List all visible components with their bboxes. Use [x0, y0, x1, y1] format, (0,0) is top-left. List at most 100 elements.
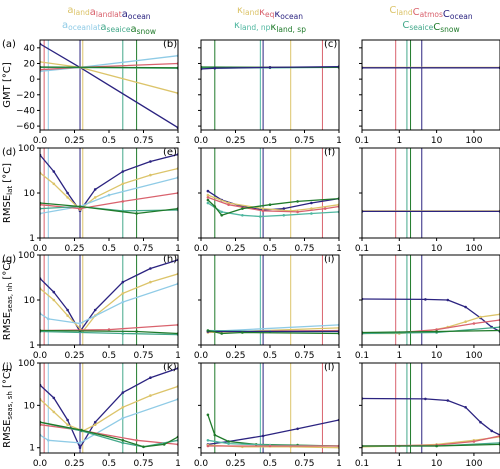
y-axis-label-main: GMT [°C]: [2, 62, 13, 108]
series-point: [435, 330, 438, 333]
series-line: [40, 192, 178, 210]
legend-row: CseaiceCsnow: [402, 20, 459, 34]
x-tick-label: 0.1: [355, 351, 369, 361]
y-axis-label-unit: [°C]: [2, 260, 13, 283]
chart-panel: (g) 0.0 0.25 0.5 0.75 1 1 10 100 RMSEseas, nh [°C…: [2, 251, 181, 361]
panel-label: (l): [324, 362, 335, 373]
series-point: [93, 196, 97, 199]
series-point: [268, 203, 272, 206]
series-line: [207, 196, 339, 213]
chart-panel: (h) 0.0 0.25 0.5 0.75 1: [163, 254, 342, 361]
legend-subscript: landlat: [96, 10, 122, 19]
x-tick-label: 0.1: [355, 136, 369, 146]
series-point: [47, 317, 50, 321]
y-axis-label: GMT [°C]: [2, 62, 13, 108]
series-point: [206, 193, 210, 197]
x-tick-label: 0.0: [33, 459, 48, 469]
chart-panel: (k)0.00.250.50.751κ [W °C⁻¹]: [163, 362, 342, 469]
x-tick-label: 0.25: [64, 136, 84, 146]
series-point: [121, 332, 125, 335]
legend-symbol: a: [62, 20, 68, 31]
series-point: [282, 207, 286, 210]
series-point: [310, 201, 313, 205]
series-point: [121, 182, 125, 186]
y-tick-label: 1: [29, 234, 35, 244]
x-tick-label: 10: [431, 136, 443, 146]
panel-label: (i): [324, 254, 335, 265]
series-point: [213, 205, 217, 208]
series-group: [40, 153, 178, 215]
legend-subscript: land: [396, 8, 412, 17]
series-point: [261, 207, 265, 210]
panel-frame: [200, 147, 340, 239]
panel-label: (a): [2, 39, 16, 50]
x-tick-label: 1: [396, 244, 402, 254]
series-point: [52, 410, 56, 414]
panel-label: (b): [163, 39, 177, 50]
series-point: [206, 444, 210, 448]
x-tick-label: 0.75: [294, 136, 314, 146]
legend-subscript: seaice: [409, 23, 433, 32]
x-tick-label: 0.25: [225, 459, 245, 469]
x-tick-label: 1: [396, 351, 402, 361]
x-tick-label: 1: [175, 459, 181, 469]
series-point: [149, 376, 152, 380]
series-point: [121, 416, 125, 420]
series-point: [261, 434, 265, 438]
series-point: [66, 418, 69, 422]
series-group: [40, 258, 178, 336]
y-tick-label: −60: [16, 122, 35, 132]
legend-symbol: κ: [237, 5, 243, 16]
x-tick-label: 0.5: [263, 136, 277, 146]
x-tick-label: 1: [336, 136, 342, 146]
series-line: [362, 397, 500, 436]
x-tick-label: 0.75: [294, 351, 314, 361]
series-line: [40, 43, 178, 129]
series-point: [52, 170, 56, 173]
y-tick-label: −20: [16, 91, 35, 101]
series-point: [78, 207, 82, 210]
legend-symbol: a: [122, 9, 128, 20]
x-tick-label: 0.25: [64, 244, 84, 254]
panel-label: (c): [324, 39, 337, 50]
series-line: [40, 66, 178, 69]
x-tick-label: 0.5: [263, 459, 277, 469]
y-tick-label: 1: [29, 341, 35, 351]
legend-symbol: C: [413, 7, 420, 18]
series-point: [206, 329, 210, 332]
chart-panel: (e) 0.0 0.25 0.5 0.75 1: [163, 147, 342, 254]
series-point: [227, 442, 230, 445]
y-tick-label: 100: [18, 359, 35, 369]
panel-frame: [361, 147, 500, 239]
panel-label: (e): [163, 147, 177, 158]
legend-row: ClandCatmosCocean: [389, 5, 472, 21]
series-point: [66, 196, 69, 199]
series-point: [446, 298, 450, 302]
y-tick-label: 10: [24, 296, 36, 306]
panel-label: (h): [163, 254, 177, 265]
series-line: [201, 65, 339, 70]
series-group: [206, 323, 339, 335]
y-axis-label-main: RMSE: [2, 420, 13, 448]
x-tick-label: 1: [336, 459, 342, 469]
x-tick-label: 0.5: [102, 244, 116, 254]
series-point: [310, 212, 313, 215]
y-tick-label: 100: [18, 251, 35, 261]
series-point: [52, 182, 56, 186]
series-point: [268, 444, 272, 448]
series-point: [472, 440, 476, 443]
legend-subscript: eq: [265, 10, 275, 19]
panel-label: (d): [2, 147, 16, 158]
x-tick-label: 1: [175, 136, 181, 146]
x-tick-label: 0.0: [194, 351, 209, 361]
x-tick-label: 0.25: [225, 244, 245, 254]
series-group: [40, 42, 178, 129]
series-point: [435, 444, 438, 448]
x-tick-label: 0.5: [102, 351, 116, 361]
series-point: [464, 305, 467, 309]
x-tick-label: 0.0: [194, 459, 209, 469]
x-tick-label: 0.25: [225, 136, 245, 146]
series-group: [362, 66, 500, 70]
legend-subscript: ocean: [450, 12, 473, 21]
series-point: [435, 328, 438, 331]
